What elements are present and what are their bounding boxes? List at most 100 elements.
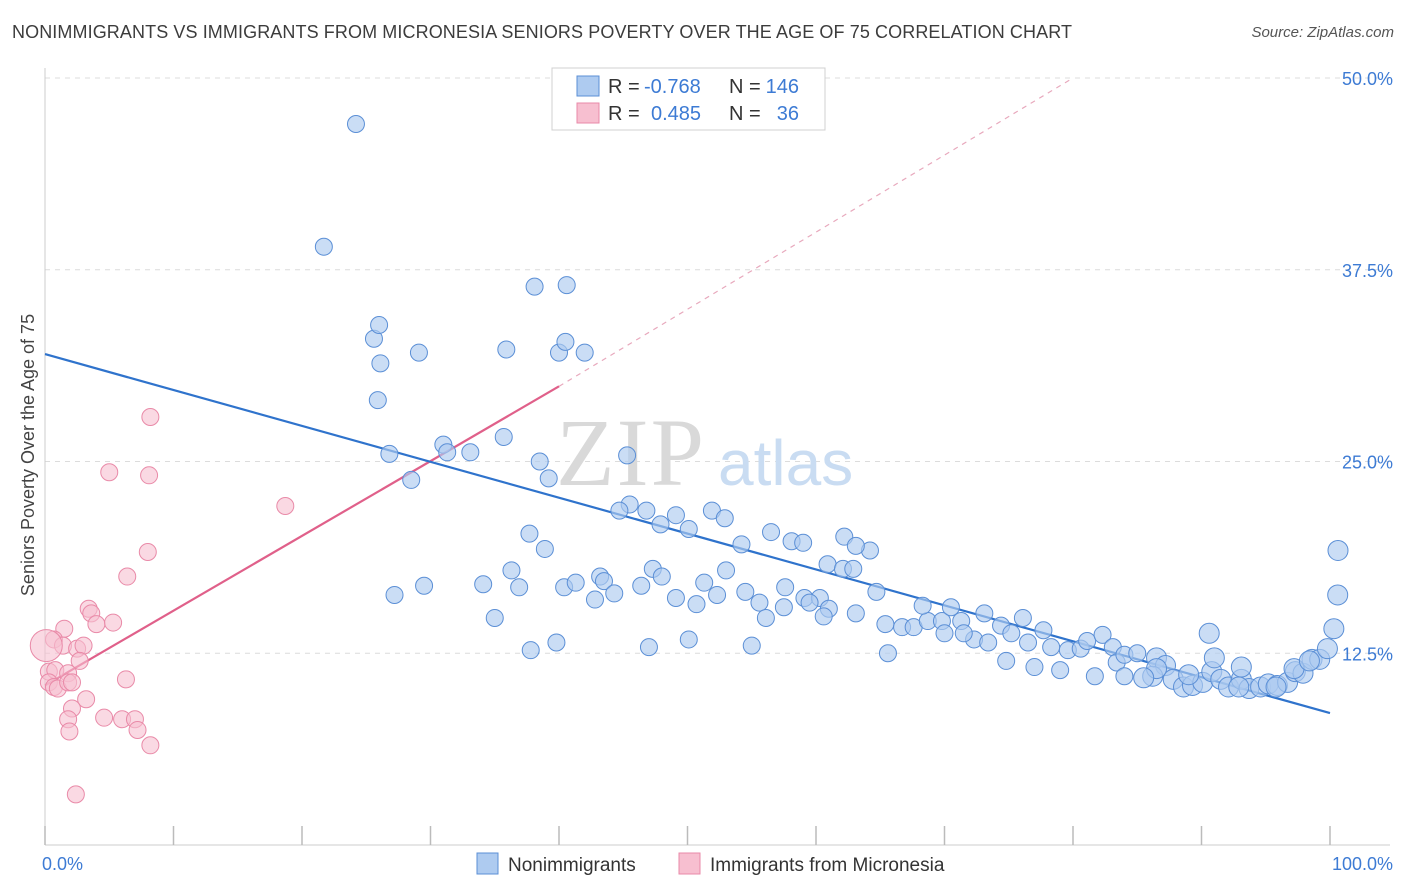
x-tick-label-0: 0.0% (42, 854, 83, 874)
nonimmigrants-point-63 (776, 578, 795, 597)
nonimmigrants-point-52 (632, 576, 651, 595)
nonimmigrants-point-138 (814, 607, 833, 626)
nonimmigrants-point-14 (402, 470, 421, 489)
nonimmigrants-point-17 (461, 443, 480, 462)
nonimmigrants-point-21 (618, 446, 637, 465)
nonimmigrants-points (314, 115, 1349, 700)
bottom-legend-label-nonimmigrants: Nonimmigrants (508, 855, 636, 876)
nonimmigrants-point-16 (438, 443, 457, 462)
nonimmigrants-point-40 (520, 524, 539, 543)
nonimmigrants-point-136 (979, 633, 998, 652)
nonimmigrants-point-139 (774, 598, 793, 617)
nonimmigrants-point-93 (1128, 644, 1147, 663)
legend-swatch-nonimmigrants (576, 75, 600, 97)
immigrants-points (29, 408, 295, 804)
nonimmigrants-point-57 (695, 573, 714, 592)
immigrants-point-34 (141, 736, 160, 755)
nonimmigrants-point-145 (800, 593, 819, 612)
nonimmigrants-point-3 (557, 276, 576, 295)
immigrants-point-9 (104, 613, 123, 632)
nonimmigrants-point-7 (409, 343, 428, 362)
watermark: ZIP atlas (556, 399, 853, 506)
y-tick-labels: 12.5% 25.0% 37.5% 50.0% (1342, 69, 1393, 664)
bottom-legend-swatch-nonimmigrants (476, 852, 499, 875)
nonimmigrants-point-12 (368, 391, 387, 410)
nonimmigrants-point-69 (846, 604, 865, 623)
nonimmigrants-point-117 (1327, 539, 1349, 561)
nonimmigrants-point-37 (846, 536, 865, 555)
y-axis-title: Seniors Poverty Over the Age of 75 (18, 314, 38, 596)
nonimmigrants-point-11 (575, 343, 594, 362)
correlation-legend: R = -0.768 N = 146 R = 0.485 N = 36 (551, 67, 826, 131)
nonimmigrants-point-143 (547, 633, 566, 652)
nonimmigrants-point-51 (415, 576, 434, 595)
nonimmigrants-point-47 (605, 584, 624, 603)
nonimmigrants-point-59 (717, 561, 736, 580)
immigrants-point-32 (29, 629, 63, 663)
nonimmigrants-point-55 (666, 589, 685, 608)
nonimmigrants-point-141 (679, 630, 698, 649)
axes (44, 68, 1390, 846)
nonimmigrants-point-114 (1316, 638, 1338, 660)
nonimmigrants-point-89 (1093, 625, 1112, 644)
nonimmigrants-point-6 (371, 354, 390, 373)
y-tick-label-3: 50.0% (1342, 69, 1393, 89)
nonimmigrants-point-41 (535, 539, 554, 558)
immigrants-point-4 (138, 543, 157, 562)
nonimmigrants-point-0 (346, 115, 365, 134)
nonimmigrants-point-68 (844, 559, 863, 578)
nonimmigrants-point-24 (637, 501, 656, 520)
nonimmigrants-point-38 (502, 561, 521, 580)
bottom-legend-swatch-immigrants (678, 852, 701, 875)
immigrants-point-2 (140, 466, 159, 485)
nonimmigrants-point-39 (510, 578, 529, 597)
nonimmigrants-point-49 (485, 608, 504, 627)
immigrants-point-35 (66, 785, 85, 804)
nonimmigrants-point-58 (708, 585, 727, 604)
nonimmigrants-point-140 (742, 636, 761, 655)
x-tick-label-1: 100.0% (1332, 854, 1393, 874)
nonimmigrants-point-142 (639, 638, 658, 657)
legend-r-label-2: R = (608, 103, 640, 125)
nonimmigrants-point-30 (732, 535, 751, 554)
nonimmigrants-point-25 (666, 506, 685, 525)
nonimmigrants-point-88 (1078, 631, 1097, 650)
bottom-legend-label-immigrants: Immigrants from Micronesia (710, 855, 945, 876)
legend-n-label-2: N = (729, 103, 761, 125)
immigrants-point-0 (141, 408, 160, 427)
chart-source: Source: ZipAtlas.com (1251, 24, 1394, 41)
nonimmigrants-point-76 (941, 598, 960, 617)
immigrants-point-23 (62, 673, 81, 692)
nonimmigrants-point-19 (530, 452, 549, 471)
trend-lines (44, 77, 1331, 715)
immigrants-point-5 (118, 567, 137, 586)
legend-r-label-1: R = (608, 76, 640, 98)
y-tick-label-0: 12.5% (1342, 644, 1393, 664)
nonimmigrants-point-45 (594, 572, 613, 591)
nonimmigrants-point-79 (975, 604, 994, 623)
nonimmigrants-point-128 (1051, 661, 1070, 680)
immigrants-point-14 (74, 636, 93, 655)
nonimmigrants-point-127 (1025, 658, 1044, 677)
nonimmigrants-point-20 (539, 469, 558, 488)
nonimmigrants-point-81 (1002, 624, 1021, 643)
nonimmigrants-point-1 (314, 237, 333, 256)
legend-r-value-1: -0.768 (644, 76, 701, 98)
nonimmigrants-point-122 (1203, 647, 1225, 669)
nonimmigrants-point-131 (1133, 667, 1155, 689)
nonimmigrants-point-60 (736, 582, 755, 601)
watermark-atlas: atlas (718, 427, 853, 499)
nonimmigrants-point-31 (762, 523, 781, 542)
nonimmigrants-point-134 (935, 624, 954, 643)
nonimmigrants-point-5 (370, 315, 389, 334)
nonimmigrants-point-119 (1228, 676, 1250, 698)
nonimmigrants-point-26 (679, 519, 698, 538)
immigrants-point-15 (70, 651, 89, 670)
nonimmigrants-point-116 (1327, 584, 1349, 606)
nonimmigrants-point-124 (1265, 676, 1287, 698)
nonimmigrants-point-118 (1198, 622, 1220, 644)
nonimmigrants-point-130 (1115, 667, 1134, 686)
nonimmigrants-point-126 (1298, 650, 1320, 672)
nonimmigrants-point-18 (494, 427, 513, 446)
nonimmigrants-point-13 (380, 444, 399, 463)
